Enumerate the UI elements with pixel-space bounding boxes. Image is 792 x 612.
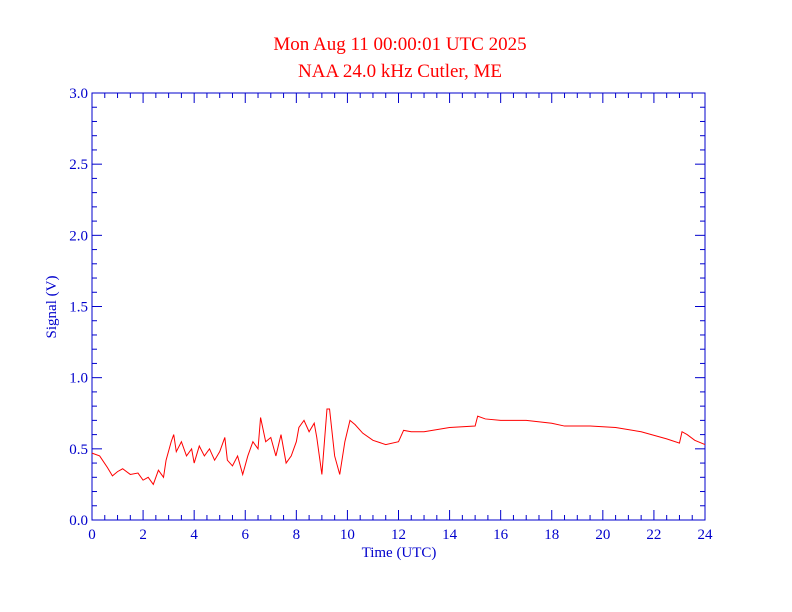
y-axis-label: Signal (V) [44,276,60,339]
x-tick-label: 20 [595,527,610,543]
x-tick-label: 24 [698,527,714,543]
chart-subtitle: NAA 24.0 kHz Cutler, ME [298,61,502,82]
x-tick-label: 16 [493,527,509,543]
y-tick-label: 0.5 [69,442,88,458]
y-tick-label: 1.5 [69,300,88,316]
y-tick-label: 3.0 [69,86,88,102]
x-tick-label: 4 [190,527,198,543]
y-tick-label: 2.5 [69,157,88,173]
signal-line [91,408,706,486]
y-tick-label: 1.0 [69,371,88,387]
x-tick-label: 12 [391,527,406,543]
x-tick-label: 6 [242,527,250,543]
y-tick-label: 0.0 [69,513,88,529]
chart-title: Mon Aug 11 00:00:01 UTC 2025 [273,34,526,55]
x-axis-label: Time (UTC) [362,545,437,561]
x-tick-label: 14 [442,527,458,543]
x-tick-label: 18 [544,527,559,543]
x-tick-label: 8 [293,527,301,543]
y-tick-label: 2.0 [69,228,88,244]
x-tick-label: 0 [88,527,96,543]
x-tick-label: 10 [340,527,355,543]
x-tick-label: 22 [646,527,661,543]
x-tick-label: 2 [139,527,147,543]
